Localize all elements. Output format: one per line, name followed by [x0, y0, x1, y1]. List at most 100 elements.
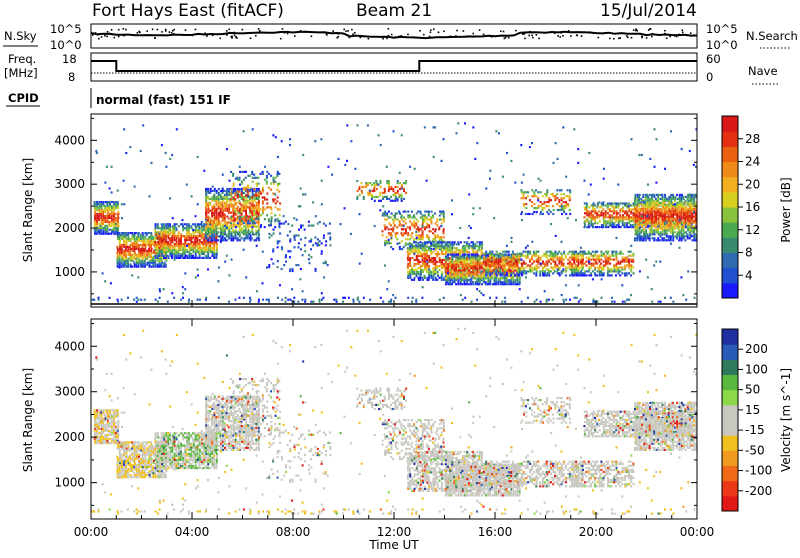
- power-cell: [447, 265, 449, 267]
- power-cell: [597, 212, 599, 214]
- power-cell: [252, 200, 254, 202]
- power-cell: [211, 235, 213, 237]
- power-cell: [243, 179, 245, 181]
- power-cell: [146, 232, 148, 234]
- power-cell: [165, 225, 167, 227]
- power-cell: [176, 241, 178, 243]
- power-cell: [656, 214, 658, 216]
- power-cell: [96, 215, 98, 217]
- power-cell: [113, 209, 115, 211]
- power-cell: [596, 263, 598, 265]
- power-cell: [601, 255, 603, 257]
- power-cell: [107, 211, 109, 213]
- power-cell: [498, 277, 500, 279]
- power-cell: [390, 186, 392, 188]
- power-cell: [537, 207, 539, 209]
- power-cell: [569, 209, 571, 211]
- power-cell: [447, 279, 449, 281]
- power-cell: [622, 222, 624, 224]
- power-cell: [224, 220, 226, 222]
- power-cell: [464, 259, 466, 261]
- power-cell: [506, 283, 508, 285]
- noise-dot: [280, 38, 282, 40]
- power-cell: [626, 222, 628, 224]
- power-cell: [626, 224, 628, 226]
- power-cell: [174, 249, 176, 251]
- power-cell: [420, 245, 422, 247]
- power-cell: [615, 220, 617, 222]
- power-cell: [531, 257, 533, 259]
- power-cell: [255, 233, 257, 235]
- power-cell: [150, 254, 152, 256]
- power-cell: [167, 225, 169, 227]
- power-cell: [451, 277, 453, 279]
- power-cell: [426, 245, 428, 247]
- power-cell: [594, 272, 596, 274]
- power-cell: [323, 223, 325, 225]
- power-cell: [219, 221, 221, 223]
- power-cell: [561, 257, 563, 259]
- power-cell: [439, 269, 441, 271]
- power-cell: [496, 251, 498, 253]
- power-cell: [237, 206, 239, 208]
- power-cell: [655, 221, 657, 223]
- power-cell: [417, 242, 419, 244]
- power-cell: [165, 239, 167, 241]
- power-cell: [226, 235, 228, 237]
- power-cell: [613, 206, 615, 208]
- power-cell: [598, 210, 600, 212]
- power-cell: [392, 188, 394, 190]
- power-cell: [178, 241, 180, 243]
- power-cell: [209, 249, 211, 251]
- power-cell: [483, 271, 485, 273]
- power-cell: [639, 194, 641, 196]
- noise-dot: [649, 28, 651, 30]
- power-cell: [157, 260, 159, 262]
- power-cell: [117, 211, 119, 213]
- power-cell: [668, 220, 670, 222]
- power-cell: [533, 261, 535, 263]
- power-cell: [224, 208, 226, 210]
- power-cell: [407, 234, 409, 236]
- power-cell: [439, 211, 441, 213]
- power-cell: [268, 225, 270, 227]
- power-cell: [563, 209, 565, 211]
- power-cell: [421, 255, 423, 257]
- power-cell: [374, 186, 376, 188]
- power-cell: [177, 233, 179, 235]
- power-cell: [550, 211, 552, 213]
- power-cell: [580, 251, 582, 253]
- power-cell: [102, 231, 104, 233]
- power-cell: [479, 255, 481, 257]
- power-cell: [186, 251, 188, 253]
- power-cell: [228, 194, 230, 196]
- power-cell: [236, 208, 238, 210]
- power-cell: [657, 223, 659, 225]
- power-cell: [186, 237, 188, 239]
- power-cell: [115, 217, 117, 219]
- power-cell: [166, 227, 168, 229]
- power-cell: [453, 271, 455, 273]
- power-cell: [157, 253, 159, 255]
- power-cell: [94, 233, 96, 235]
- power-cell: [464, 247, 466, 249]
- power-cell: [470, 279, 472, 281]
- power-cell: [554, 253, 556, 255]
- power-cell: [594, 208, 596, 210]
- power-cell: [658, 239, 660, 241]
- power-cell: [586, 212, 588, 214]
- power-cell: [502, 283, 504, 285]
- power-cell: [445, 245, 447, 247]
- noise-dot: [618, 38, 620, 40]
- power-cell: [180, 239, 182, 241]
- noise-dot: [457, 36, 459, 38]
- power-cell: [213, 233, 215, 235]
- power-cell: [668, 218, 670, 220]
- power-cell: [512, 281, 514, 283]
- power-cell: [271, 212, 273, 214]
- power-cell: [226, 194, 228, 196]
- power-cell: [649, 222, 651, 224]
- power-cell: [645, 225, 647, 227]
- power-cell: [548, 199, 550, 201]
- power-cell: [148, 240, 150, 242]
